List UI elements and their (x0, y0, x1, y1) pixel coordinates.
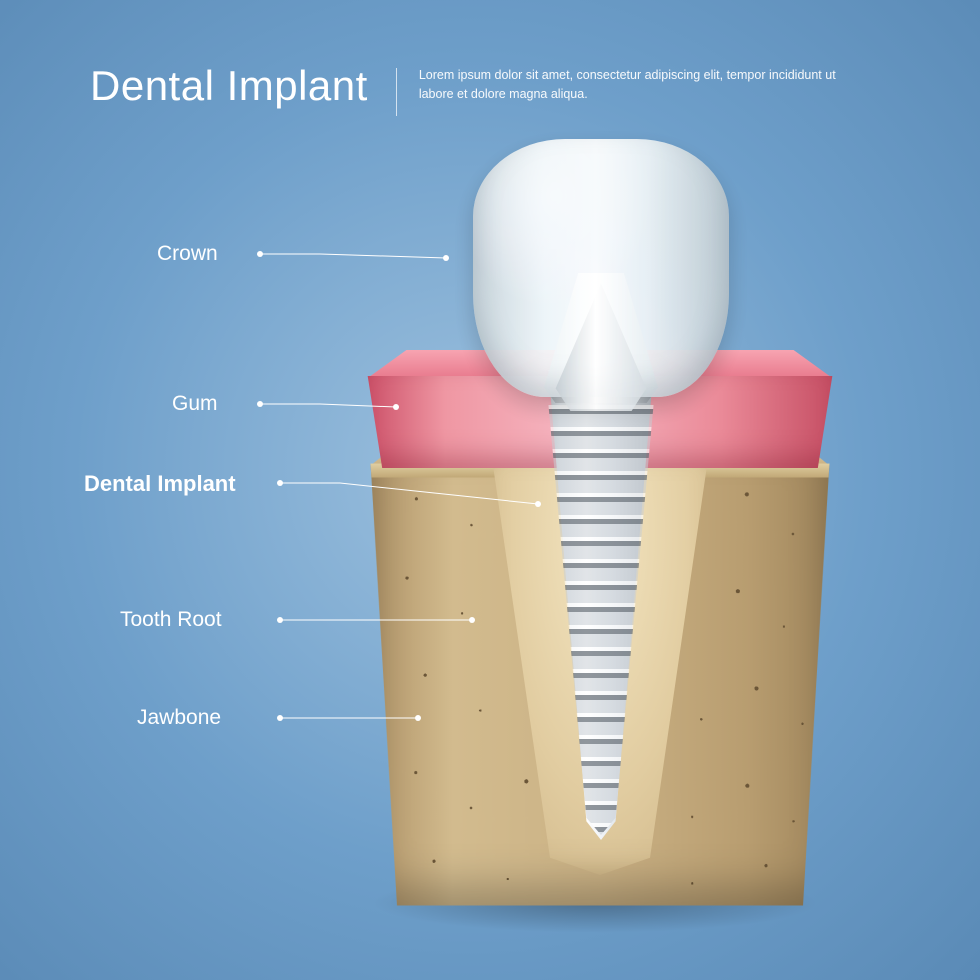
header: Dental Implant Lorem ipsum dolor sit ame… (90, 62, 849, 116)
page-title: Dental Implant (90, 62, 368, 110)
header-divider (396, 68, 397, 116)
callout-label: Gum (172, 392, 218, 416)
implant-illustration (330, 145, 850, 925)
callout-label: Jawbone (137, 706, 221, 730)
callout-label: Tooth Root (120, 608, 222, 632)
page-subtitle: Lorem ipsum dolor sit amet, consectetur … (419, 66, 849, 105)
callout-label: Dental Implant (84, 471, 236, 497)
crown-tooth (473, 139, 729, 397)
callout-label: Crown (157, 242, 218, 266)
